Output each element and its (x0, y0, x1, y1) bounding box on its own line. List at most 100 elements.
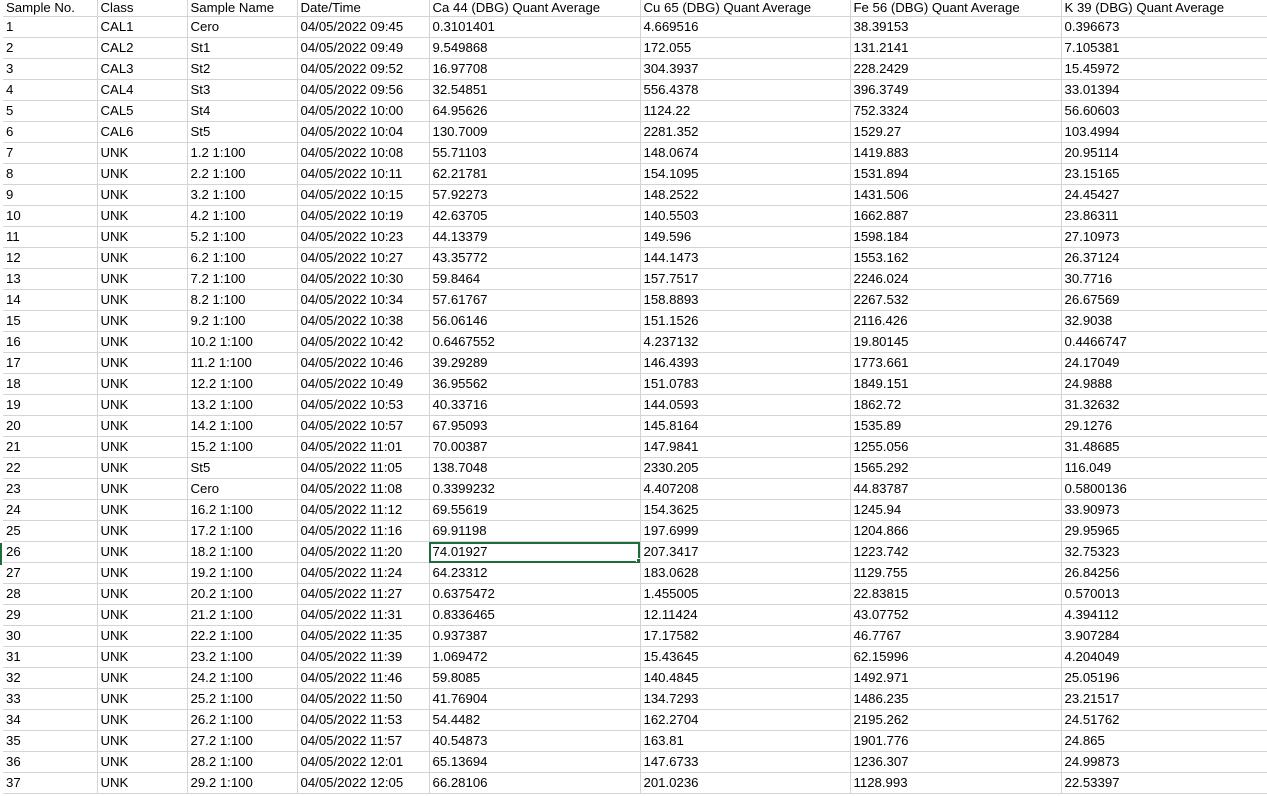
cell-ca44[interactable]: 16.97708 (429, 58, 641, 80)
cell-ca44[interactable]: 0.3101401 (429, 16, 641, 38)
cell-sample-no[interactable]: 28 (3, 583, 98, 605)
cell-sample-no[interactable]: 11 (3, 226, 98, 248)
cell-sample-no[interactable]: 33 (3, 688, 98, 710)
header-ca44[interactable]: Ca 44 (DBG) Quant Average (429, 0, 641, 17)
cell-sample-name[interactable]: 7.2 1:100 (187, 268, 298, 290)
cell-ca44[interactable]: 32.54851 (429, 79, 641, 101)
cell-ca44[interactable]: 1.069472 (429, 646, 641, 668)
cell-cu65[interactable]: 148.0674 (640, 142, 851, 164)
cell-k39[interactable]: 24.45427 (1061, 184, 1267, 206)
cell-fe56[interactable]: 44.83787 (850, 478, 1062, 500)
cell-ca44[interactable]: 0.937387 (429, 625, 641, 647)
cell-k39[interactable]: 30.7716 (1061, 268, 1267, 290)
selected-cell[interactable]: 74.01927 (429, 541, 641, 563)
cell-fe56[interactable]: 1245.94 (850, 499, 1062, 521)
cell-sample-name[interactable]: 5.2 1:100 (187, 226, 298, 248)
cell-date-time[interactable]: 04/05/2022 10:49 (297, 373, 430, 395)
cell-cu65[interactable]: 151.1526 (640, 310, 851, 332)
header-k39[interactable]: K 39 (DBG) Quant Average (1061, 0, 1267, 17)
cell-sample-name[interactable]: 3.2 1:100 (187, 184, 298, 206)
cell-sample-name[interactable]: 8.2 1:100 (187, 289, 298, 311)
cell-sample-name[interactable]: 16.2 1:100 (187, 499, 298, 521)
cell-cu65[interactable]: 304.3937 (640, 58, 851, 80)
cell-class[interactable]: UNK (97, 289, 188, 311)
cell-sample-no[interactable]: 27 (3, 562, 98, 584)
cell-date-time[interactable]: 04/05/2022 09:56 (297, 79, 430, 101)
cell-ca44[interactable]: 65.13694 (429, 751, 641, 773)
cell-sample-name[interactable]: 28.2 1:100 (187, 751, 298, 773)
cell-date-time[interactable]: 04/05/2022 12:05 (297, 772, 430, 794)
cell-sample-name[interactable]: 12.2 1:100 (187, 373, 298, 395)
cell-cu65[interactable]: 197.6999 (640, 520, 851, 542)
cell-fe56[interactable]: 2195.262 (850, 709, 1062, 731)
cell-sample-name[interactable]: 23.2 1:100 (187, 646, 298, 668)
cell-date-time[interactable]: 04/05/2022 10:23 (297, 226, 430, 248)
cell-fe56[interactable]: 1129.755 (850, 562, 1062, 584)
cell-sample-name[interactable]: 10.2 1:100 (187, 331, 298, 353)
cell-ca44[interactable]: 41.76904 (429, 688, 641, 710)
cell-ca44[interactable]: 40.33716 (429, 394, 641, 416)
cell-date-time[interactable]: 04/05/2022 09:52 (297, 58, 430, 80)
cell-date-time[interactable]: 04/05/2022 11:46 (297, 667, 430, 689)
cell-sample-name[interactable]: Cero (187, 478, 298, 500)
cell-ca44[interactable]: 70.00387 (429, 436, 641, 458)
cell-cu65[interactable]: 154.1095 (640, 163, 851, 185)
cell-sample-no[interactable]: 12 (3, 247, 98, 269)
cell-date-time[interactable]: 04/05/2022 11:08 (297, 478, 430, 500)
cell-sample-no[interactable]: 13 (3, 268, 98, 290)
cell-ca44[interactable]: 42.63705 (429, 205, 641, 227)
cell-sample-name[interactable]: 15.2 1:100 (187, 436, 298, 458)
cell-k39[interactable]: 4.204049 (1061, 646, 1267, 668)
cell-sample-name[interactable]: 13.2 1:100 (187, 394, 298, 416)
cell-sample-name[interactable]: 25.2 1:100 (187, 688, 298, 710)
cell-date-time[interactable]: 04/05/2022 10:19 (297, 205, 430, 227)
cell-fe56[interactable]: 396.3749 (850, 79, 1062, 101)
cell-fe56[interactable]: 1492.971 (850, 667, 1062, 689)
cell-sample-name[interactable]: 17.2 1:100 (187, 520, 298, 542)
cell-class[interactable]: UNK (97, 142, 188, 164)
cell-fe56[interactable]: 1565.292 (850, 457, 1062, 479)
cell-class[interactable]: UNK (97, 415, 188, 437)
cell-class[interactable]: UNK (97, 646, 188, 668)
cell-fe56[interactable]: 752.3324 (850, 100, 1062, 122)
header-sample-no[interactable]: Sample No. (3, 0, 98, 17)
cell-fe56[interactable]: 19.80145 (850, 331, 1062, 353)
cell-fe56[interactable]: 43.07752 (850, 604, 1062, 626)
cell-sample-no[interactable]: 21 (3, 436, 98, 458)
cell-ca44[interactable]: 43.35772 (429, 247, 641, 269)
cell-k39[interactable]: 26.84256 (1061, 562, 1267, 584)
cell-sample-name[interactable]: 27.2 1:100 (187, 730, 298, 752)
cell-sample-name[interactable]: 6.2 1:100 (187, 247, 298, 269)
cell-class[interactable]: CAL3 (97, 58, 188, 80)
cell-k39[interactable]: 15.45972 (1061, 58, 1267, 80)
cell-cu65[interactable]: 207.3417 (640, 541, 851, 563)
cell-class[interactable]: UNK (97, 625, 188, 647)
cell-cu65[interactable]: 172.055 (640, 37, 851, 59)
cell-class[interactable]: UNK (97, 709, 188, 731)
cell-fe56[interactable]: 1773.661 (850, 352, 1062, 374)
cell-k39[interactable]: 103.4994 (1061, 121, 1267, 143)
cell-cu65[interactable]: 140.4845 (640, 667, 851, 689)
cell-class[interactable]: UNK (97, 499, 188, 521)
cell-cu65[interactable]: 163.81 (640, 730, 851, 752)
cell-cu65[interactable]: 151.0783 (640, 373, 851, 395)
cell-sample-no[interactable]: 9 (3, 184, 98, 206)
cell-sample-no[interactable]: 5 (3, 100, 98, 122)
cell-k39[interactable]: 22.53397 (1061, 772, 1267, 794)
cell-cu65[interactable]: 154.3625 (640, 499, 851, 521)
cell-class[interactable]: UNK (97, 205, 188, 227)
cell-sample-no[interactable]: 10 (3, 205, 98, 227)
cell-k39[interactable]: 4.394112 (1061, 604, 1267, 626)
cell-sample-no[interactable]: 25 (3, 520, 98, 542)
cell-ca44[interactable]: 130.7009 (429, 121, 641, 143)
cell-class[interactable]: UNK (97, 751, 188, 773)
cell-sample-no[interactable]: 32 (3, 667, 98, 689)
cell-sample-no[interactable]: 19 (3, 394, 98, 416)
cell-ca44[interactable]: 54.4482 (429, 709, 641, 731)
cell-sample-no[interactable]: 26 (3, 541, 98, 563)
cell-fe56[interactable]: 46.7767 (850, 625, 1062, 647)
cell-fe56[interactable]: 1529.27 (850, 121, 1062, 143)
cell-sample-no[interactable]: 3 (3, 58, 98, 80)
cell-cu65[interactable]: 4.669516 (640, 16, 851, 38)
cell-date-time[interactable]: 04/05/2022 10:42 (297, 331, 430, 353)
